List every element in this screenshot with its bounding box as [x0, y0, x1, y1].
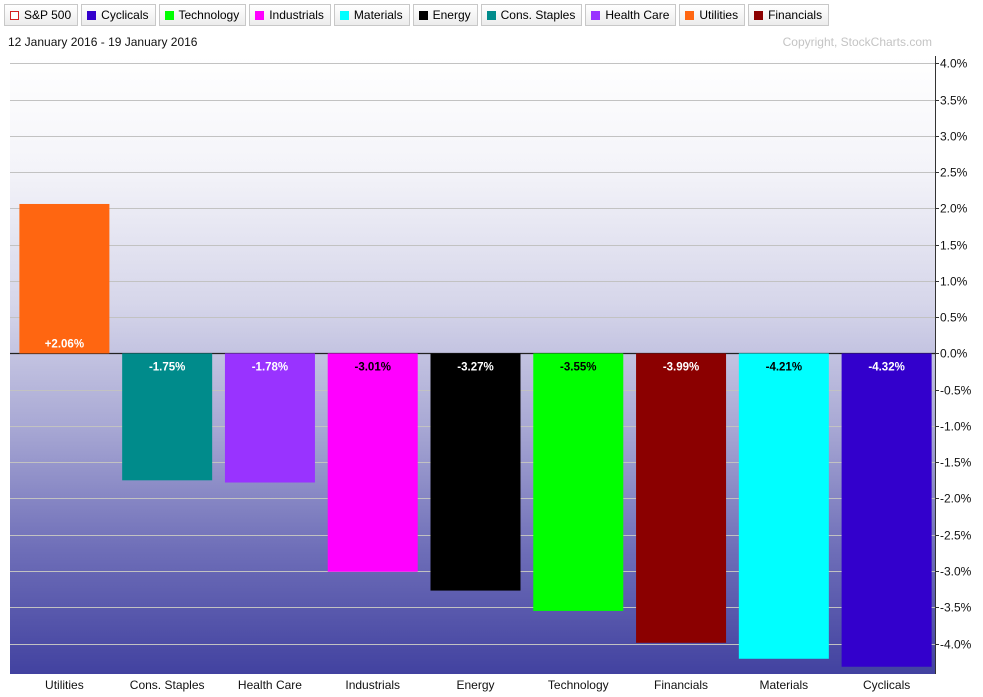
category-label: Utilities [45, 678, 84, 692]
category-label: Materials [759, 678, 808, 692]
legend-label: Cons. Staples [500, 8, 576, 22]
legend-label: Technology [178, 8, 240, 22]
y-tick-label: -2.5% [940, 529, 972, 543]
y-tick-label: -0.5% [940, 384, 972, 398]
legend-label: S&P 500 [24, 8, 72, 22]
legend-swatch [685, 10, 695, 20]
y-tick-label: -1.5% [940, 456, 972, 470]
data-label: -3.55% [560, 361, 596, 373]
date-range: 12 January 2016 - 19 January 2016 [8, 35, 198, 49]
legend-swatch [486, 10, 496, 20]
y-tick-label: 0.5% [940, 311, 968, 325]
legend-item-cons-staples[interactable]: Cons. Staples [480, 4, 583, 26]
y-tick-label: -2.0% [940, 492, 972, 506]
y-tick-label: 1.0% [940, 275, 968, 289]
legend-item-health-care[interactable]: Health Care [585, 4, 677, 26]
legend-swatch [339, 10, 349, 20]
legend-swatch [418, 10, 428, 20]
legend-swatch [10, 10, 19, 20]
legend-swatch [754, 10, 764, 20]
bar-utilities[interactable] [19, 203, 110, 354]
y-tick-label: -3.0% [940, 565, 972, 579]
bar-cons-staples[interactable] [122, 353, 213, 481]
y-tick-label: 3.0% [940, 130, 968, 144]
bar-financials[interactable] [636, 353, 727, 643]
category-label: Financials [654, 678, 708, 692]
legend-item-s-p-500[interactable]: S&P 500 [4, 4, 79, 26]
data-label: -3.27% [457, 361, 493, 373]
data-label: -4.21% [766, 361, 802, 373]
copyright-notice: Copyright, StockCharts.com [782, 35, 932, 49]
legend-label: Financials [768, 8, 823, 22]
legend-item-utilities[interactable]: Utilities [679, 4, 746, 26]
data-label: +2.06% [45, 338, 84, 350]
legend-swatch [164, 10, 174, 20]
bar-energy[interactable] [430, 353, 521, 591]
y-tick-label: 2.5% [940, 166, 968, 180]
data-label: -4.32% [868, 361, 904, 373]
legend-item-financials[interactable]: Financials [748, 4, 830, 26]
category-label: Technology [548, 678, 609, 692]
y-tick-label: 0.0% [940, 347, 968, 361]
legend-item-technology[interactable]: Technology [158, 4, 247, 26]
legend-label: Industrials [269, 8, 324, 22]
bar-industrials[interactable] [327, 353, 418, 572]
legend-item-energy[interactable]: Energy [412, 4, 478, 26]
legend-label: Health Care [605, 8, 670, 22]
legend-item-materials[interactable]: Materials [333, 4, 410, 26]
data-label: -1.78% [252, 361, 288, 373]
bar-health-care[interactable] [224, 353, 315, 483]
category-label: Health Care [238, 678, 302, 692]
y-tick-label: 3.5% [940, 94, 968, 108]
legend-item-cyclicals[interactable]: Cyclicals [81, 4, 156, 26]
y-tick-label: -1.0% [940, 420, 972, 434]
legend-swatch [255, 10, 265, 20]
data-label: -3.99% [663, 361, 699, 373]
legend-item-industrials[interactable]: Industrials [249, 4, 331, 26]
bar-technology[interactable] [533, 353, 624, 611]
legend-label: Cyclicals [101, 8, 149, 22]
bar-materials[interactable] [738, 353, 829, 659]
data-label: -1.75% [149, 361, 185, 373]
legend-label: Materials [353, 8, 403, 22]
legend-swatch [591, 10, 601, 20]
category-label: Energy [456, 678, 494, 692]
category-label: Industrials [345, 678, 400, 692]
category-label: Cons. Staples [130, 678, 205, 692]
data-label: -3.01% [355, 361, 391, 373]
legend: S&P 500 Cyclicals Technology Industrials Mat… [4, 4, 830, 28]
legend-label: Energy [432, 8, 471, 22]
y-tick-label: 2.0% [940, 202, 968, 216]
y-tick-label: 1.5% [940, 239, 968, 253]
y-tick-label: 4.0% [940, 57, 968, 71]
bar-cyclicals[interactable] [841, 353, 932, 667]
category-label: Cyclicals [863, 678, 910, 692]
legend-swatch [87, 10, 97, 20]
y-tick-label: -3.5% [940, 601, 972, 615]
y-tick-label: -4.0% [940, 638, 972, 652]
legend-label: Utilities [699, 8, 739, 22]
